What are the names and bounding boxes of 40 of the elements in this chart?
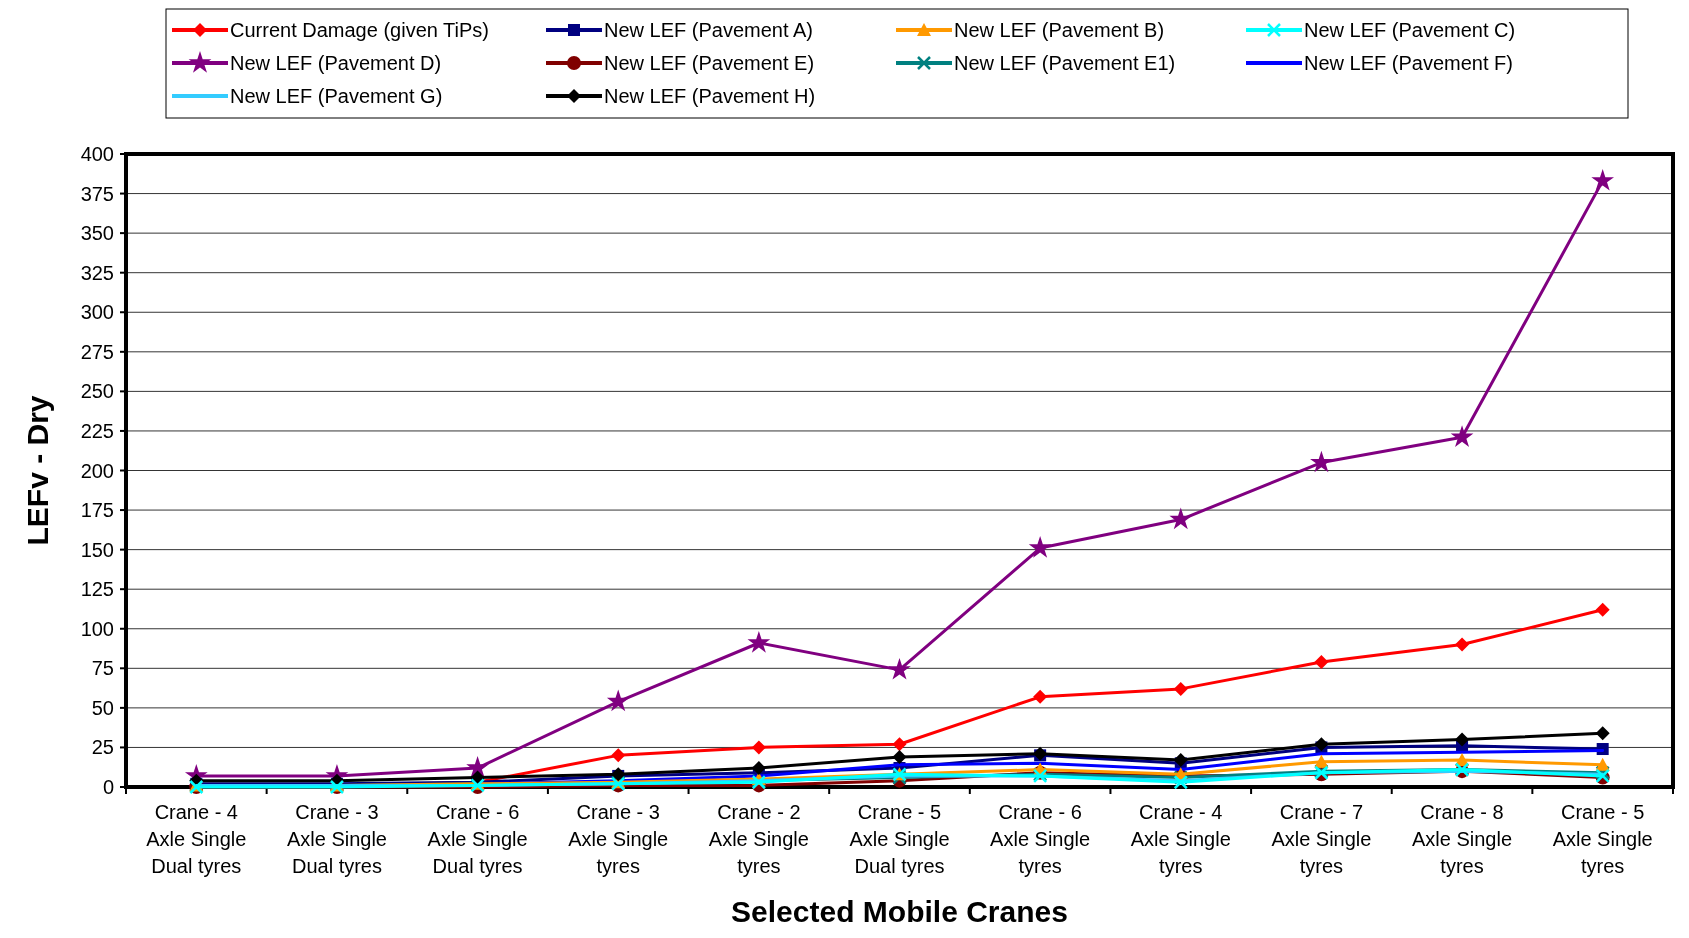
y-tick-label: 400 xyxy=(80,143,114,165)
y-tick-label: 175 xyxy=(80,499,114,522)
x-tick-label: Crane - 2 Axle Single tyres xyxy=(708,801,809,877)
x-tick-label: Crane - 3 Axle Single tyres xyxy=(568,801,669,877)
y-tick-label: 50 xyxy=(91,696,114,719)
legend-label: New LEF (Pavement F) xyxy=(1304,52,1513,74)
x-tick-label: Crane - 5 Axle Single tyres xyxy=(1552,801,1653,877)
legend-label: New LEF (Pavement E) xyxy=(604,52,815,74)
y-tick-label: 75 xyxy=(91,657,114,680)
y-tick-label: 350 xyxy=(80,222,114,245)
x-tick-label: Crane - 4 Axle Single tyres xyxy=(1130,801,1231,877)
y-tick-label: 0 xyxy=(102,776,114,798)
y-tick-label: 200 xyxy=(80,459,114,482)
y-tick-label: 100 xyxy=(80,617,114,640)
x-tick-label: Crane - 6 Axle Single Dual tyres xyxy=(427,801,528,877)
x-axis-title: Selected Mobile Cranes xyxy=(731,895,1068,928)
y-tick-label: 375 xyxy=(80,182,114,205)
legend-label: New LEF (Pavement G) xyxy=(230,85,443,107)
y-tick-label: 25 xyxy=(91,736,114,759)
x-tick-label: Crane - 3 Axle Single Dual tyres xyxy=(286,801,387,877)
y-tick-label: 225 xyxy=(80,419,114,442)
y-tick-label: 125 xyxy=(80,578,114,601)
y-tick-label: 325 xyxy=(80,261,114,284)
y-axis-title: LEFv - Dry xyxy=(21,395,54,546)
x-tick-label: Crane - 5 Axle Single Dual tyres xyxy=(849,801,950,877)
y-tick-label: 275 xyxy=(80,340,114,363)
legend-label: Current Damage (given TiPs) xyxy=(230,19,489,41)
x-tick-label: Crane - 8 Axle Single tyres xyxy=(1412,801,1513,877)
legend-label: New LEF (Pavement E1) xyxy=(954,52,1176,74)
legend-label: New LEF (Pavement D) xyxy=(230,52,442,74)
legend-label: New LEF (Pavement B) xyxy=(954,19,1165,41)
x-tick-label: Crane - 6 Axle Single tyres xyxy=(990,801,1091,877)
legend-label: New LEF (Pavement C) xyxy=(1304,19,1516,41)
legend-label: New LEF (Pavement A) xyxy=(604,19,813,41)
x-tick-label: Crane - 4 Axle Single Dual tyres xyxy=(146,801,247,877)
y-tick-label: 300 xyxy=(80,301,114,324)
legend-label: New LEF (Pavement H) xyxy=(604,85,816,107)
x-tick-label: Crane - 7 Axle Single tyres xyxy=(1271,801,1372,877)
y-tick-label: 250 xyxy=(80,380,114,403)
y-tick-label: 150 xyxy=(80,538,114,561)
